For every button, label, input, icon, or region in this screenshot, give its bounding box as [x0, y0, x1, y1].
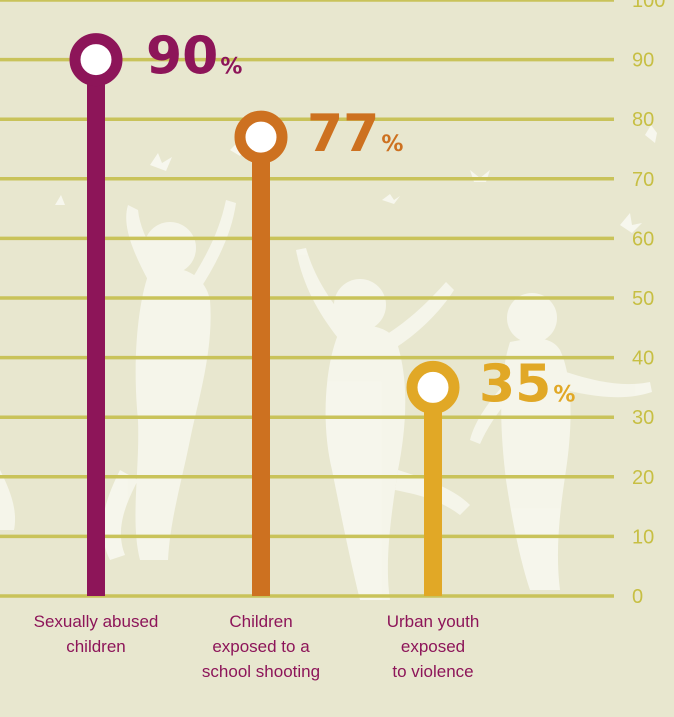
- category-label-line: Sexually abused: [34, 612, 159, 631]
- y-tick-label: 20: [632, 467, 654, 489]
- category-label-line: Urban youth: [387, 612, 480, 631]
- lollipop-head: [234, 110, 288, 164]
- lollipop-head: [69, 33, 123, 87]
- data-label-value: 90: [146, 27, 218, 87]
- lollipop-head: [406, 360, 460, 414]
- y-tick-label: 50: [632, 288, 654, 310]
- data-label-value: 35: [479, 354, 551, 414]
- child-silhouette-3: [470, 293, 652, 590]
- category-label: Sexually abused children: [34, 612, 159, 656]
- lollipop-stem: [87, 59, 105, 597]
- category-label-line: school shooting: [202, 662, 320, 681]
- category-label-line: exposed: [401, 637, 465, 656]
- category-label: Urban youth exposed to violence: [387, 612, 480, 681]
- lollipops: 90 %77 %35%: [69, 27, 575, 597]
- y-tick-label: 0: [632, 586, 643, 608]
- child-silhouette-1: [102, 200, 236, 560]
- y-tick-label: 80: [632, 109, 654, 131]
- category-label-line: exposed to a: [212, 637, 310, 656]
- y-tick-label: 30: [632, 407, 654, 429]
- category-label: Children exposed to a school shooting: [202, 612, 320, 681]
- y-tick-label: 100: [632, 0, 665, 12]
- y-tick-label: 40: [632, 348, 654, 370]
- y-axis-ticks: 0 10 20 30 40 50 60 70 80 90 100: [632, 0, 665, 608]
- data-label-percent: %: [553, 382, 575, 407]
- category-label-line: Children: [229, 612, 292, 631]
- y-tick-label: 10: [632, 526, 654, 548]
- y-tick-label: 90: [632, 50, 654, 72]
- category-labels: Sexually abused children Children exposed t…: [34, 612, 480, 681]
- category-label-line: children: [66, 637, 126, 656]
- data-label-value: 77: [307, 104, 379, 164]
- child-silhouette-2: [296, 248, 470, 600]
- lollipop-stem: [252, 137, 270, 596]
- y-tick-label: 60: [632, 228, 654, 250]
- y-tick-label: 70: [632, 169, 654, 191]
- edge-silhouette-left: [0, 470, 16, 530]
- category-label-line: to violence: [392, 662, 473, 681]
- lollipop-stem: [424, 387, 442, 596]
- data-label-percent: %: [381, 132, 403, 157]
- data-label-percent: %: [220, 55, 242, 80]
